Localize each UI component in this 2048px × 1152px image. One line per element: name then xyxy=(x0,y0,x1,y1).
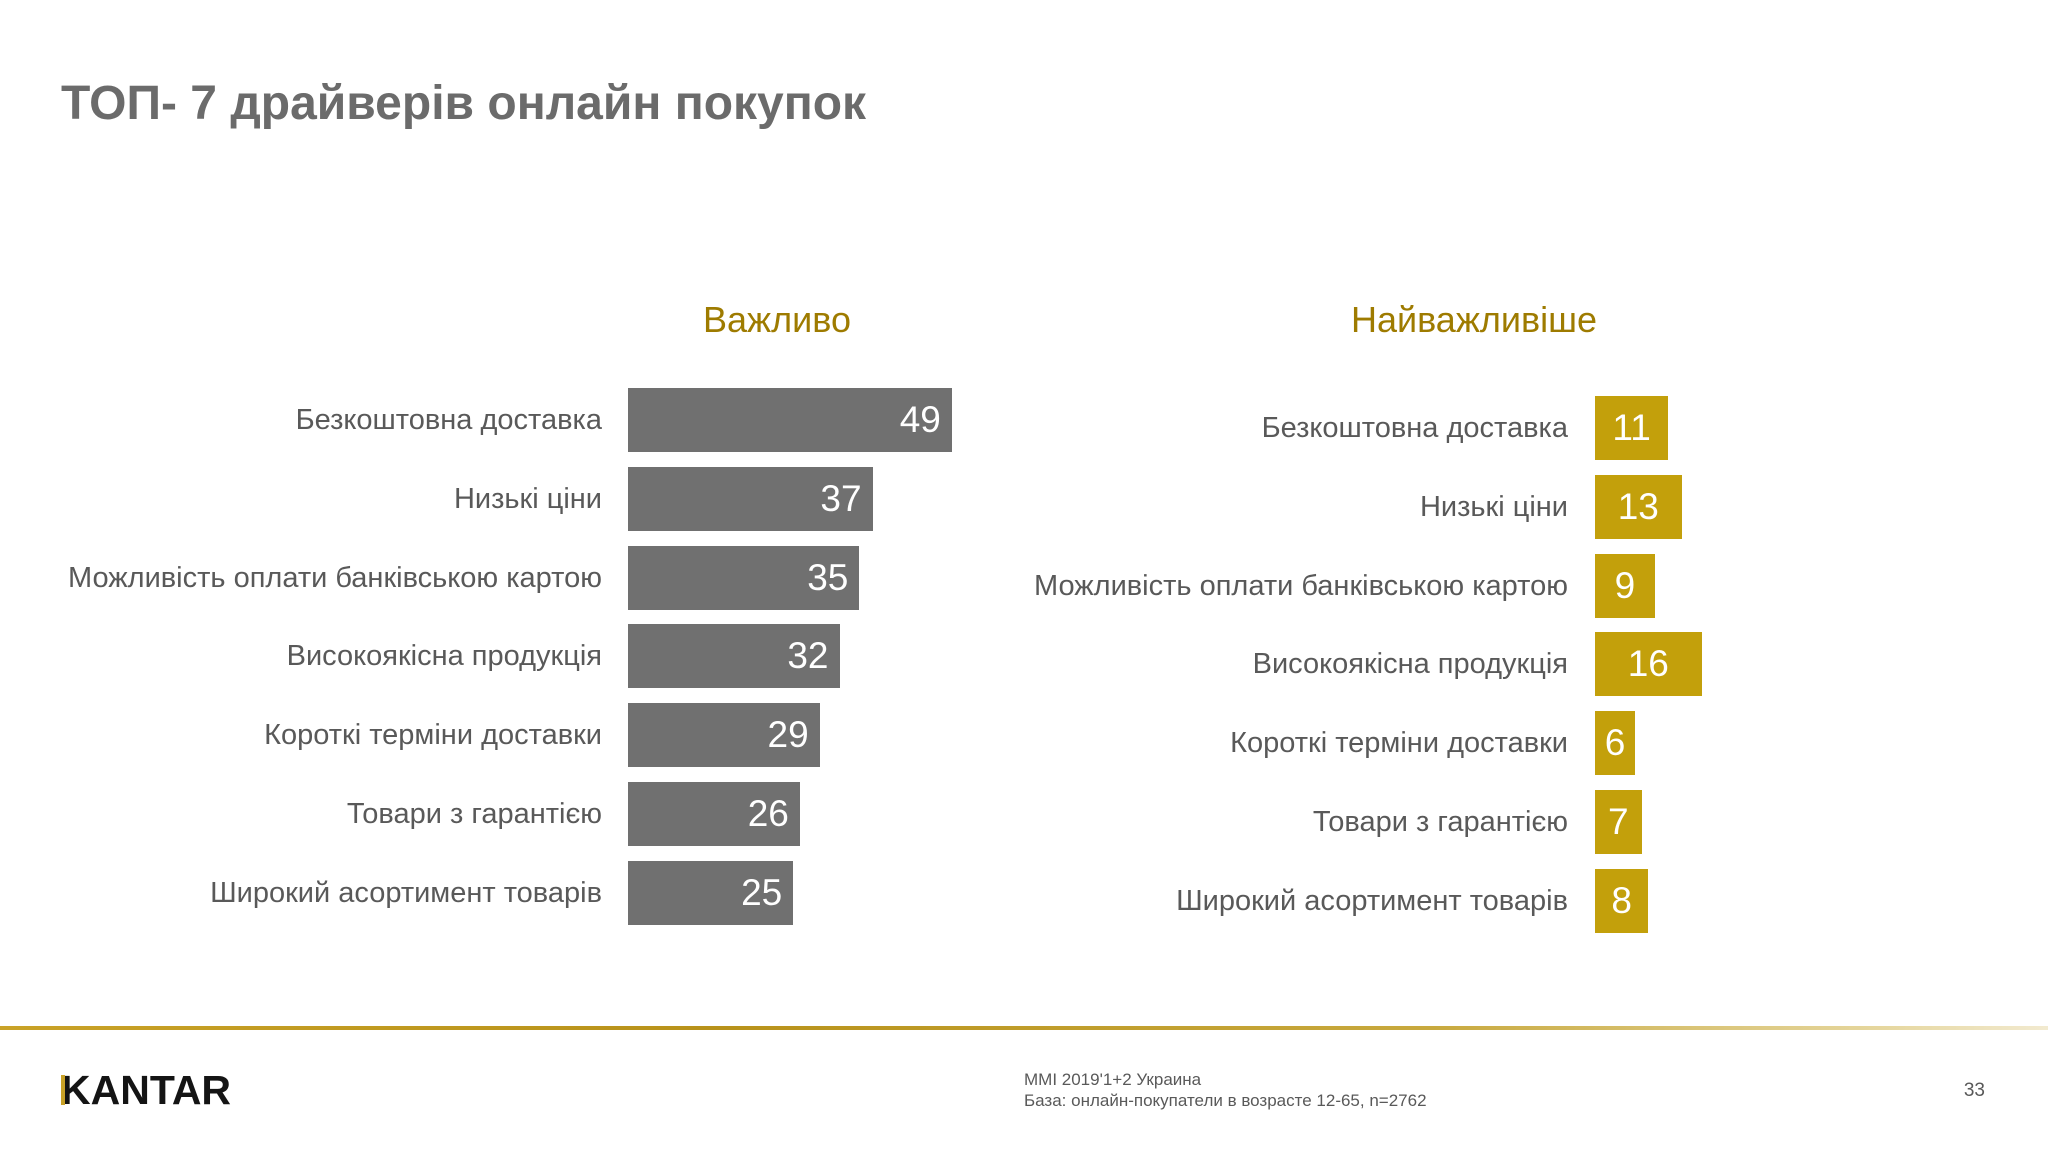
bar-value-label: 35 xyxy=(807,556,849,598)
bar-value-label: 25 xyxy=(741,871,783,913)
footer-divider xyxy=(0,1026,2048,1030)
bar: 29 xyxy=(628,703,820,768)
category-label: Низькі ціни xyxy=(453,482,602,515)
bar-value-label: 13 xyxy=(1617,485,1659,527)
bar-value-label: 11 xyxy=(1612,407,1651,448)
kantar-logo: KANTAR xyxy=(61,1067,232,1113)
category-label: Короткі терміни доставки xyxy=(264,719,602,752)
bar: 9 xyxy=(1595,553,1655,618)
category-label: Короткі терміни доставки xyxy=(1230,727,1568,760)
category-label: Низькі ціни xyxy=(1419,490,1568,523)
bar-value-label: 8 xyxy=(1611,879,1632,921)
category-label: Товари з гарантією xyxy=(346,798,602,830)
logo-accent xyxy=(61,1075,65,1105)
bar-value-label: 16 xyxy=(1627,643,1669,685)
source-note-line-1: MMI 2019'1+2 Украина xyxy=(1024,1070,1202,1089)
page-title: ТОП- 7 драйверів онлайн покупок xyxy=(61,77,867,130)
bar-value-label: 32 xyxy=(787,635,829,677)
bar: 37 xyxy=(628,466,873,531)
bar-value-label: 49 xyxy=(899,399,941,440)
bar: 7 xyxy=(1595,790,1642,854)
category-label: Безкоштовна доставка xyxy=(1261,412,1568,444)
bar: 11 xyxy=(1595,396,1669,460)
bar-value-label: 29 xyxy=(767,714,809,756)
bar-value-label: 9 xyxy=(1614,564,1636,606)
bar: 16 xyxy=(1595,632,1702,697)
category-label: Можливість оплати банківською картою xyxy=(1033,569,1568,602)
bar-value-label: 37 xyxy=(820,477,862,519)
bar: 8 xyxy=(1595,868,1649,933)
source-note-line-2: База: онлайн-покупатели в возрасте 12-65… xyxy=(1024,1091,1427,1110)
chart-title-important: Важливо xyxy=(703,299,851,340)
bar-value-label: 26 xyxy=(747,793,789,834)
bar: 32 xyxy=(628,624,840,689)
category-label: Можливість оплати банківською картою xyxy=(67,561,602,594)
bar: 26 xyxy=(628,782,800,846)
bar-value-label: 6 xyxy=(1604,722,1626,764)
category-label: Широкий асортимент товарів xyxy=(1176,884,1568,917)
bar: 35 xyxy=(628,545,860,610)
bar: 25 xyxy=(628,860,794,925)
bar: 49 xyxy=(628,388,952,452)
bar-value-label: 7 xyxy=(1608,801,1629,842)
category-label: Товари з гарантією xyxy=(1312,806,1568,838)
bar: 6 xyxy=(1595,711,1635,776)
page-number: 33 xyxy=(1963,1080,1985,1101)
category-label: Широкий асортимент товарів xyxy=(210,876,602,909)
category-label: Безкоштовна доставка xyxy=(295,404,602,436)
category-label: Високоякісна продукція xyxy=(1252,648,1568,681)
category-label: Високоякісна продукція xyxy=(286,640,602,673)
chart-title-most-important: Найважливіше xyxy=(1350,299,1598,340)
bar: 13 xyxy=(1595,474,1682,539)
